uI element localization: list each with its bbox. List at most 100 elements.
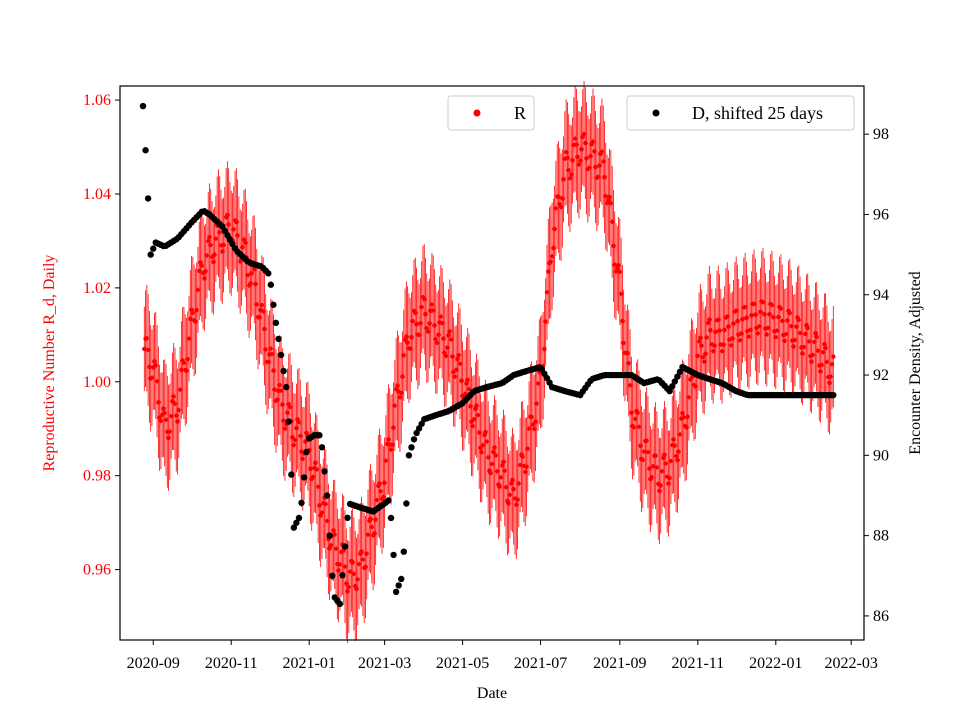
- d-point: [323, 492, 331, 499]
- r-point: [418, 321, 423, 326]
- x-tick-label: 2021-05: [436, 655, 489, 672]
- r-point: [278, 388, 284, 393]
- r-point: [206, 238, 211, 244]
- r-point: [356, 561, 362, 567]
- r-point: [779, 318, 785, 324]
- r-point: [381, 494, 386, 500]
- r-point: [531, 426, 537, 432]
- d-point: [403, 500, 410, 507]
- r-point: [430, 308, 436, 313]
- r-point: [474, 403, 479, 408]
- r-point: [778, 306, 784, 311]
- r-point: [391, 425, 396, 430]
- x-tick-label: 2021-09: [593, 655, 646, 672]
- r-point: [197, 268, 202, 274]
- r-point: [607, 194, 612, 200]
- r-point: [726, 324, 731, 329]
- r-point: [441, 336, 446, 341]
- r-point: [271, 368, 276, 373]
- r-point: [204, 253, 210, 258]
- r-point: [579, 147, 584, 152]
- r-point: [500, 463, 505, 468]
- r-point: [681, 415, 686, 420]
- r-point: [641, 449, 647, 454]
- r-point: [717, 328, 722, 333]
- d-series: [139, 102, 837, 608]
- legend-r-marker: [473, 109, 481, 117]
- r-point: [373, 517, 378, 522]
- r-point: [581, 131, 587, 137]
- r-point: [806, 339, 812, 344]
- r-point: [429, 302, 435, 307]
- r-point: [659, 469, 665, 474]
- d-point: [139, 102, 147, 110]
- d-point: [272, 319, 280, 327]
- r-point: [454, 367, 459, 372]
- r-point: [583, 140, 588, 146]
- r-point: [687, 377, 693, 382]
- d-point: [410, 436, 418, 443]
- r-point: [510, 477, 515, 483]
- r-point: [549, 254, 555, 259]
- r-point: [152, 359, 157, 364]
- r-point: [171, 394, 176, 399]
- legend-d-box: [626, 95, 855, 131]
- r-point: [498, 475, 504, 480]
- r-point: [347, 569, 353, 574]
- r-point: [574, 142, 579, 147]
- r-point: [249, 271, 254, 276]
- d-point: [295, 514, 303, 522]
- r-point: [556, 194, 561, 200]
- r-point: [217, 230, 222, 235]
- r-point: [796, 317, 802, 323]
- r-point: [570, 158, 575, 163]
- r-point: [401, 353, 406, 358]
- r-point: [523, 469, 528, 475]
- r-point: [272, 387, 277, 392]
- r-point: [827, 380, 832, 386]
- d-point: [265, 270, 272, 277]
- r-point: [801, 344, 807, 350]
- r-point: [319, 510, 325, 515]
- r-point: [677, 432, 683, 437]
- r-point: [442, 350, 447, 355]
- r-point: [676, 449, 681, 454]
- r-point: [220, 249, 225, 254]
- r-point: [506, 501, 511, 506]
- r-point: [161, 406, 166, 411]
- r-point: [168, 413, 174, 419]
- r-point: [269, 351, 275, 357]
- r-point: [794, 324, 799, 329]
- r-point: [668, 458, 674, 464]
- r-point: [331, 528, 336, 533]
- r-point: [480, 442, 486, 448]
- r-point: [722, 327, 727, 333]
- r-point: [590, 139, 596, 144]
- r-point: [749, 313, 754, 318]
- r-point: [416, 332, 422, 338]
- r-point: [240, 245, 245, 250]
- r-point: [800, 351, 805, 356]
- r-point: [483, 429, 488, 435]
- r-point: [374, 497, 380, 503]
- r-point: [176, 407, 182, 413]
- r-point: [635, 410, 640, 416]
- r-point: [684, 425, 689, 430]
- r-point: [450, 354, 455, 359]
- r-point: [713, 329, 718, 335]
- r-point: [526, 426, 532, 431]
- r-point: [602, 174, 607, 180]
- r-point: [364, 551, 369, 556]
- r-point: [470, 423, 476, 429]
- r-point: [657, 488, 662, 494]
- r-point: [355, 577, 360, 582]
- r-point: [561, 177, 566, 182]
- r-point: [544, 290, 550, 295]
- r-point: [296, 420, 302, 425]
- y-right-tick-label: 92: [873, 367, 889, 384]
- r-point: [188, 316, 193, 322]
- r-point: [363, 564, 368, 570]
- d-point: [282, 383, 290, 391]
- r-point: [388, 447, 394, 452]
- r-point: [212, 252, 217, 257]
